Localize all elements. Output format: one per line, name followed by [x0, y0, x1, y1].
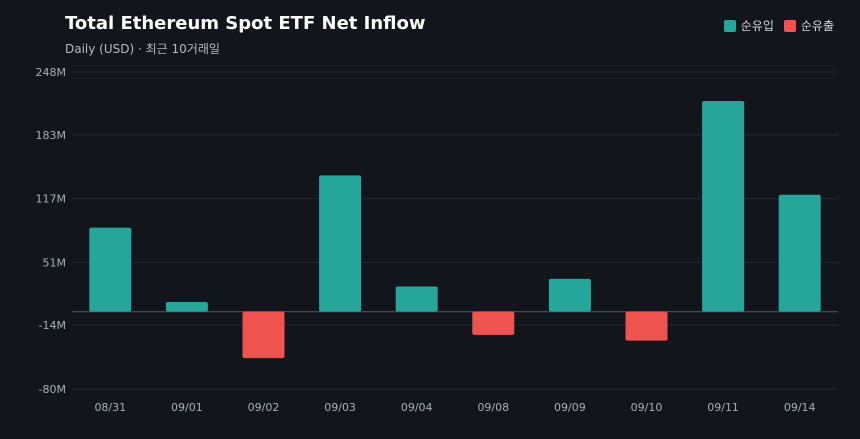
x-tick-label: 08/31: [94, 401, 126, 414]
inflow-bar: [395, 286, 438, 312]
chart-title: Total Ethereum Spot ETF Net Inflow: [65, 13, 426, 34]
x-tick-label: 09/14: [784, 401, 816, 414]
outflow-bar: [242, 311, 285, 359]
legend-outflow-label: 순유출: [800, 19, 834, 33]
x-tick-label: 09/04: [401, 401, 433, 414]
inflow-bar: [165, 302, 208, 312]
inflow-swatch: [723, 19, 736, 32]
inflow-bar: [89, 227, 132, 312]
legend-item-inflow[interactable]: 순유입: [723, 17, 774, 34]
y-tick-label: -14M: [39, 319, 66, 332]
outflow-bar: [625, 311, 668, 341]
legend-inflow-label: 순유입: [740, 19, 774, 33]
chart-legend: 순유입 순유출: [723, 17, 834, 34]
x-tick-label: 09/08: [477, 401, 509, 414]
x-tick-label: 09/01: [171, 401, 203, 414]
inflow-bar: [778, 194, 821, 312]
inflow-bar: [702, 100, 745, 312]
legend-item-outflow[interactable]: 순유출: [783, 17, 834, 34]
x-tick-label: 09/11: [707, 401, 739, 414]
outflow-swatch: [783, 19, 796, 32]
inflow-bar: [319, 175, 362, 312]
x-tick-label: 09/09: [554, 401, 586, 414]
x-tick-label: 09/10: [631, 401, 663, 414]
y-tick-label: 248M: [36, 66, 67, 79]
outflow-bar: [472, 311, 515, 335]
y-tick-label: 51M: [43, 256, 67, 269]
y-tick-label: 183M: [36, 129, 67, 142]
x-tick-label: 09/02: [248, 401, 280, 414]
y-tick-label: -80M: [39, 383, 66, 396]
chart-subtitle: Daily (USD) · 최근 10거래일: [65, 42, 220, 56]
x-tick-label: 09/03: [324, 401, 356, 414]
inflow-bar: [548, 278, 591, 312]
y-tick-label: 117M: [36, 193, 67, 206]
